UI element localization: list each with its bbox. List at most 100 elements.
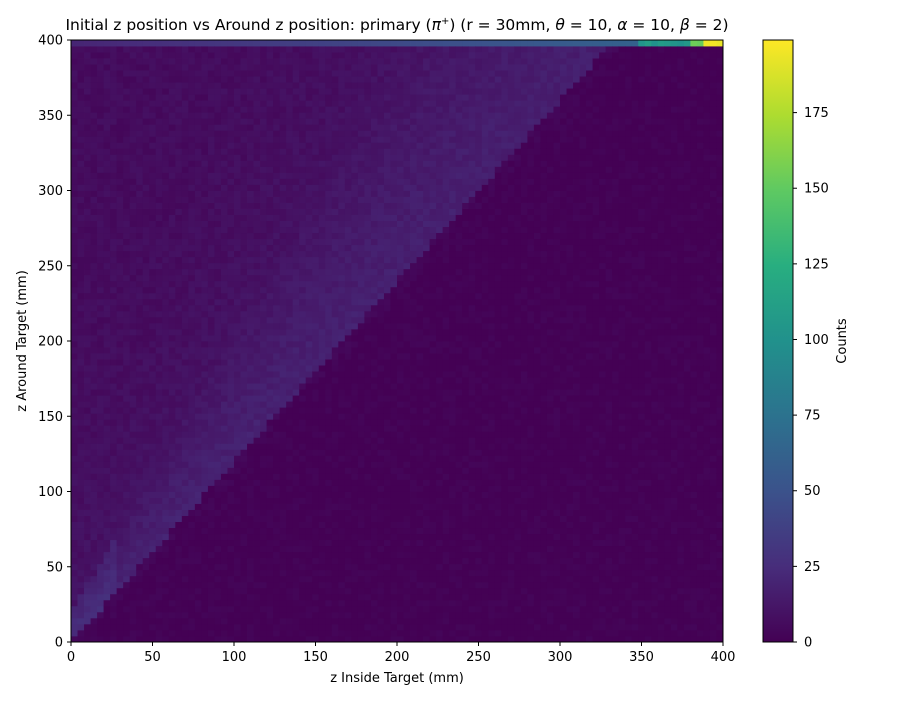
- heatmap-cell: [175, 70, 183, 77]
- heatmap-cell: [162, 533, 170, 541]
- heatmap-cell: [292, 569, 300, 577]
- heatmap-cell: [181, 274, 189, 282]
- heatmap-cell: [240, 190, 248, 197]
- heatmap-cell: [331, 184, 339, 191]
- heatmap-cell: [194, 142, 202, 149]
- heatmap-cell: [325, 118, 333, 125]
- heatmap-cell: [97, 58, 104, 65]
- heatmap-cell: [312, 136, 320, 143]
- heatmap-cell: [266, 166, 274, 173]
- heatmap-cell: [201, 569, 209, 577]
- heatmap-cell: [260, 64, 267, 71]
- heatmap-cell: [234, 166, 241, 173]
- heatmap-cell: [305, 629, 313, 637]
- heatmap-cell: [194, 479, 202, 486]
- heatmap-cell: [331, 268, 339, 276]
- heatmap-cell: [266, 58, 274, 65]
- heatmap-cell: [331, 106, 339, 113]
- heatmap-cell: [247, 539, 254, 547]
- heatmap-cell: [201, 539, 209, 547]
- heatmap-cell: [84, 244, 91, 252]
- heatmap-cell: [318, 310, 326, 318]
- heatmap-cell: [318, 347, 326, 354]
- heatmap-cell: [129, 244, 137, 252]
- heatmap-cell: [201, 88, 209, 95]
- heatmap-cell: [390, 341, 398, 348]
- heatmap-cell: [188, 280, 196, 288]
- heatmap-cell: [286, 256, 294, 264]
- heatmap-cell: [214, 479, 222, 486]
- heatmap-cell: [220, 545, 228, 553]
- heatmap-cell: [312, 575, 320, 583]
- heatmap-cell: [227, 341, 235, 348]
- heatmap-cell: [90, 449, 98, 456]
- heatmap-cell: [149, 587, 157, 595]
- heatmap-cell: [383, 515, 391, 522]
- heatmap-cell: [260, 58, 267, 65]
- heatmap-cell: [136, 226, 144, 234]
- heatmap-cell: [253, 437, 261, 444]
- heatmap-cell: [344, 473, 352, 480]
- heatmap-cell: [142, 467, 150, 474]
- heatmap-cell: [84, 557, 91, 565]
- heatmap-cell: [273, 443, 281, 450]
- heatmap-cell: [181, 76, 189, 83]
- heatmap-cell: [377, 425, 385, 432]
- heatmap-cell: [142, 419, 150, 426]
- heatmap-cell: [357, 587, 365, 595]
- heatmap-cell: [194, 100, 202, 107]
- heatmap-cell: [110, 244, 118, 252]
- heatmap-cell: [273, 178, 281, 185]
- heatmap-cell: [175, 395, 183, 402]
- heatmap-cell: [266, 611, 274, 619]
- heatmap-cell: [110, 136, 118, 143]
- heatmap-cell: [383, 142, 391, 149]
- heatmap-cell: [344, 437, 352, 444]
- heatmap-cell: [77, 274, 85, 282]
- heatmap-cell: [181, 539, 189, 547]
- heatmap-cell: [201, 503, 209, 510]
- heatmap-cell: [260, 425, 267, 432]
- heatmap-cell: [325, 521, 333, 529]
- heatmap-cell: [383, 298, 391, 306]
- heatmap-cell: [266, 178, 274, 185]
- heatmap-cell: [188, 515, 196, 522]
- heatmap-cell: [292, 629, 300, 637]
- heatmap-cell: [390, 503, 398, 510]
- heatmap-cell: [201, 214, 209, 221]
- heatmap-cell: [253, 112, 261, 119]
- heatmap-cell: [266, 64, 274, 71]
- heatmap-cell: [71, 148, 78, 155]
- heatmap-cell: [123, 148, 131, 155]
- heatmap-cell: [234, 298, 241, 306]
- heatmap-cell: [260, 232, 267, 240]
- heatmap-cell: [71, 611, 78, 619]
- heatmap-cell: [344, 371, 352, 378]
- heatmap-cell: [201, 130, 209, 137]
- heatmap-cell: [240, 599, 248, 607]
- heatmap-cell: [351, 497, 359, 504]
- heatmap-cell: [181, 569, 189, 577]
- heatmap-cell: [110, 437, 118, 444]
- heatmap-cell: [220, 88, 228, 95]
- heatmap-cell: [188, 593, 196, 601]
- heatmap-cell: [77, 371, 85, 378]
- heatmap-cell: [123, 178, 131, 185]
- heatmap-cell: [71, 184, 78, 191]
- heatmap-cell: [312, 443, 320, 450]
- heatmap-cell: [149, 623, 157, 631]
- heatmap-cell: [149, 220, 157, 228]
- heatmap-cell: [370, 166, 378, 173]
- heatmap-cell: [162, 178, 170, 185]
- heatmap-cell: [364, 491, 372, 498]
- heatmap-cell: [344, 142, 352, 149]
- heatmap-cell: [390, 413, 398, 420]
- heatmap-cell: [318, 497, 326, 504]
- heatmap-cell: [181, 334, 189, 342]
- heatmap-cell: [325, 563, 333, 571]
- heatmap-cell: [299, 575, 307, 583]
- heatmap-cell: [338, 304, 346, 312]
- heatmap-cell: [338, 226, 346, 234]
- heatmap-cell: [77, 286, 85, 294]
- heatmap-cell: [71, 395, 78, 402]
